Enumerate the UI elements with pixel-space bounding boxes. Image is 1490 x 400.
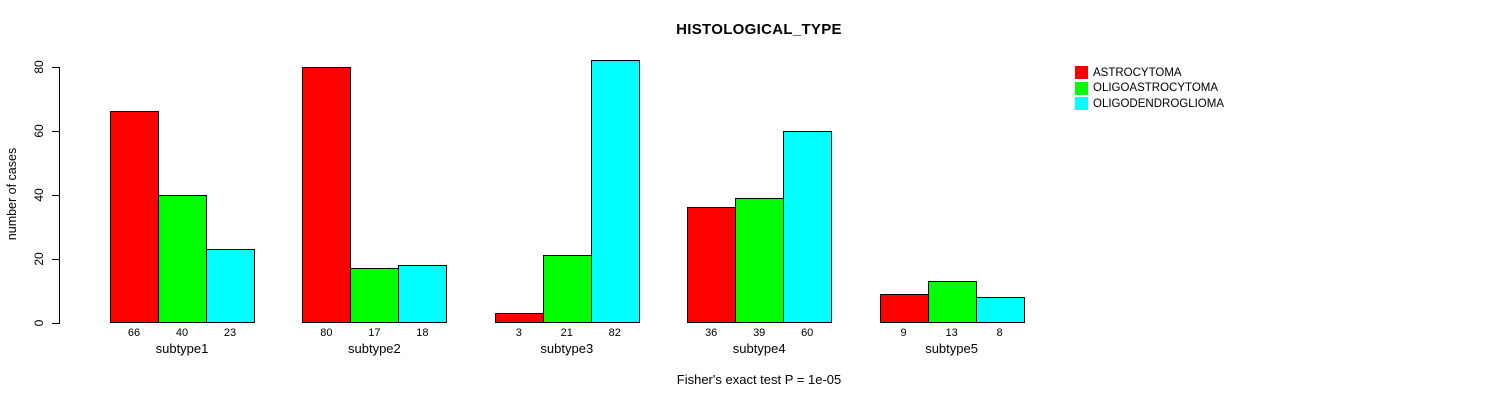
bar-value-label: 40 — [175, 327, 189, 339]
bar-subtype5-oligoastrocytoma — [927, 280, 977, 323]
legend: ASTROCYTOMA OLIGOASTROCYTOMA OLIGODENDROGL… — [1075, 65, 1224, 112]
y-axis-tick — [52, 258, 59, 260]
legend-item: OLIGODENDROGLIOMA — [1075, 96, 1224, 112]
y-axis-tick-label: 20 — [32, 251, 46, 266]
legend-swatch — [1075, 97, 1088, 111]
chart-title: HISTOLOGICAL_TYPE — [676, 21, 842, 38]
bar-value-label: 36 — [705, 327, 718, 339]
bar-value-label: 3 — [515, 327, 522, 339]
bar-value-label: 39 — [753, 327, 766, 339]
bar-subtype2-oligodendroglioma — [398, 264, 448, 323]
y-axis-line — [59, 66, 60, 324]
bar-value-label: 82 — [608, 327, 621, 339]
x-axis-category-label: subtype5 — [925, 341, 978, 356]
bar-value-label: 9 — [900, 327, 907, 339]
legend-label: OLIGODENDROGLIOMA — [1093, 97, 1224, 110]
bar-subtype2-astrocytoma — [302, 66, 352, 323]
x-axis-category-label: subtype3 — [540, 341, 594, 356]
legend-item: OLIGOASTROCYTOMA — [1075, 81, 1224, 97]
bar-subtype5-oligodendroglioma — [975, 296, 1025, 323]
bar-value-label: 80 — [320, 327, 333, 339]
x-axis-category-label: subtype4 — [732, 341, 786, 356]
y-axis-tick-label: 60 — [32, 123, 46, 138]
bar-value-label: 17 — [368, 327, 381, 339]
bar-subtype5-astrocytoma — [879, 293, 929, 323]
chart-footer: Fisher's exact test P = 1e-05 — [676, 372, 842, 387]
bar-value-label: 66 — [127, 327, 141, 339]
bar-subtype3-oligoastrocytoma — [542, 255, 592, 323]
bar-subtype1-astrocytoma — [110, 111, 159, 323]
y-axis-tick — [52, 130, 59, 132]
bar-value-label: 8 — [996, 327, 1003, 339]
bar-subtype4-astrocytoma — [687, 207, 737, 323]
legend-label: ASTROCYTOMA — [1093, 66, 1182, 79]
bar-subtype3-astrocytoma — [494, 312, 544, 323]
bar-value-label: 60 — [801, 327, 814, 339]
x-axis-category-label: subtype2 — [348, 341, 401, 356]
bar-subtype4-oligoastrocytoma — [735, 197, 785, 323]
y-axis-title: number of cases — [5, 147, 19, 241]
legend-item: ASTROCYTOMA — [1075, 65, 1224, 81]
y-axis-tick — [52, 322, 59, 324]
y-axis-tick — [52, 66, 59, 68]
y-axis-tick-label: 40 — [32, 187, 46, 202]
y-axis-tick — [52, 194, 59, 196]
bar-value-label: 23 — [223, 327, 237, 339]
y-axis-tick-label: 0 — [32, 319, 46, 326]
bar-value-label: 18 — [416, 327, 429, 339]
bar-value-label: 21 — [560, 327, 573, 339]
y-axis-tick-label: 80 — [32, 59, 46, 74]
bar-subtype1-oligoastrocytoma — [158, 194, 207, 323]
bar-value-label: 13 — [945, 327, 958, 339]
legend-swatch — [1075, 81, 1088, 95]
legend-label: OLIGOASTROCYTOMA — [1093, 82, 1219, 95]
bar-subtype4-oligodendroglioma — [783, 130, 833, 323]
x-axis-category-label: subtype1 — [155, 341, 209, 356]
legend-swatch — [1075, 66, 1088, 80]
bar-subtype1-oligodendroglioma — [206, 248, 255, 323]
bar-subtype2-oligoastrocytoma — [350, 268, 400, 323]
bar-subtype3-oligodendroglioma — [590, 60, 640, 323]
